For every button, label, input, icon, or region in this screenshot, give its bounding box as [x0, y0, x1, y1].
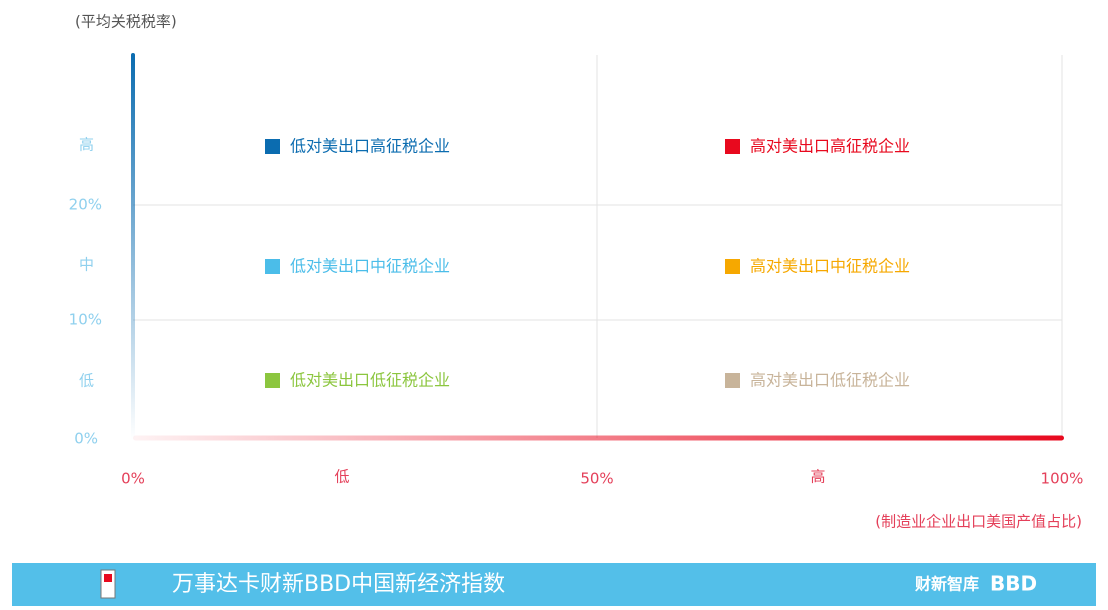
- y-label: 中: [79, 256, 94, 274]
- y-axis-title: (平均关税税率): [75, 13, 177, 31]
- footer-logo: 财新智库: [914, 575, 979, 594]
- legend-swatch: [265, 139, 280, 154]
- x-label: 低: [334, 468, 349, 486]
- footer-title: 万事达卡财新BBD中国新经济指数: [172, 572, 505, 597]
- y-label: 20%: [69, 196, 102, 214]
- legend-label: 高对美出口低征税企业: [750, 371, 910, 390]
- y-label: 10%: [69, 311, 102, 329]
- footer-logo: BBD: [990, 572, 1037, 596]
- legend-label: 低对美出口中征税企业: [290, 257, 450, 276]
- legend-label: 低对美出口高征税企业: [290, 137, 450, 156]
- y-label: 低: [79, 372, 94, 390]
- x-label: 100%: [1041, 470, 1084, 488]
- y-axis: [131, 53, 135, 440]
- footer-band: [12, 563, 1096, 606]
- legend-swatch: [725, 259, 740, 274]
- legend-label: 高对美出口高征税企业: [750, 137, 910, 156]
- legend-swatch: [725, 373, 740, 388]
- legend-swatch: [725, 139, 740, 154]
- x-axis-title: (制造业企业出口美国产值占比): [875, 513, 1082, 531]
- legend-swatch: [265, 259, 280, 274]
- x-label: 高: [810, 468, 825, 486]
- legend-label: 高对美出口中征税企业: [750, 257, 910, 276]
- x-label: 0%: [121, 470, 145, 488]
- y-label: 0%: [74, 430, 98, 448]
- legend-swatch: [265, 373, 280, 388]
- y-label: 高: [79, 136, 94, 154]
- x-axis: [133, 435, 1064, 441]
- x-label: 50%: [580, 470, 613, 488]
- footer-icon: [104, 574, 112, 582]
- legend-label: 低对美出口低征税企业: [290, 371, 450, 390]
